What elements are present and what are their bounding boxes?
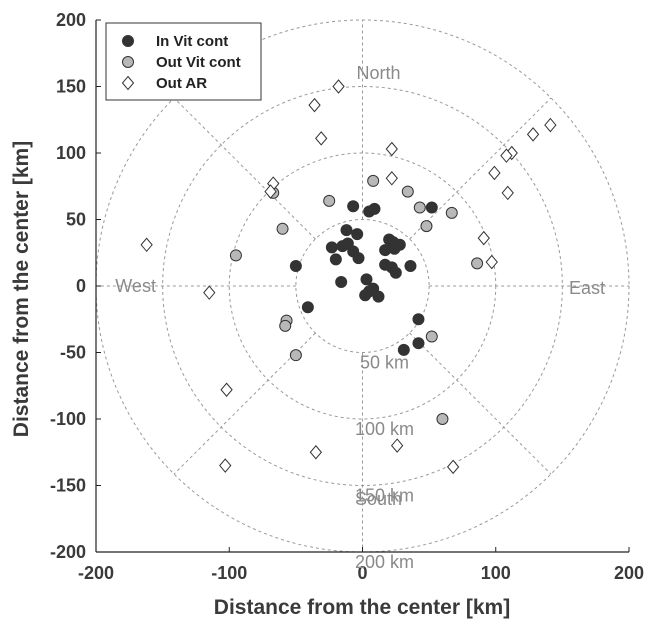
- data-point-circle: [471, 257, 484, 270]
- data-point-circle: [289, 260, 302, 273]
- data-point-circle: [276, 222, 289, 235]
- data-point-diamond: [309, 444, 323, 460]
- data-point-circle: [229, 249, 242, 262]
- axis-ticks: -200 -100 0 100 200 200 150 100 50 0 -50 -100 -150 -2…: [50, 10, 644, 583]
- legend: In Vit cont Out Vit cont Out AR: [105, 22, 262, 101]
- data-point-circle: [372, 290, 385, 303]
- y-tick-label: 50: [66, 210, 86, 230]
- x-axis-label: Distance from the center [km]: [214, 596, 510, 619]
- polar-labels: North East South West 50 km 100 km 150 k…: [115, 63, 605, 572]
- data-point-diamond: [446, 459, 460, 475]
- y-tick-label: -150: [50, 476, 86, 496]
- x-tick-label: 0: [357, 563, 367, 583]
- direction-label-south: South: [355, 489, 402, 509]
- data-point-circle: [425, 201, 438, 214]
- data-point-circle: [425, 330, 438, 343]
- legend-marker-circle: [122, 56, 134, 68]
- data-point-circle: [401, 185, 414, 198]
- y-tick-label: 150: [56, 77, 86, 97]
- data-point-circle: [367, 174, 380, 187]
- data-point-circle: [413, 201, 426, 214]
- series-0: [289, 200, 438, 356]
- data-point-circle: [368, 202, 381, 215]
- data-point-circle: [412, 313, 425, 326]
- y-tick-label: 0: [76, 276, 86, 296]
- data-point-circle: [412, 337, 425, 350]
- legend-label: Out AR: [156, 75, 207, 92]
- direction-label-north: North: [356, 63, 400, 83]
- legend-label: Out Vit cont: [156, 54, 241, 71]
- data-points: [140, 79, 557, 475]
- data-point-circle: [335, 276, 348, 289]
- y-tick-label: -50: [60, 343, 86, 363]
- legend-label: In Vit cont: [156, 33, 228, 50]
- y-tick-label: 200: [56, 10, 86, 30]
- data-point-diamond: [477, 230, 490, 246]
- y-tick-label: -200: [50, 542, 86, 562]
- direction-label-east: East: [569, 278, 605, 298]
- data-point-circle: [347, 200, 360, 213]
- data-point-diamond: [500, 148, 513, 163]
- data-point-diamond: [488, 165, 501, 181]
- data-point-circle: [325, 241, 338, 254]
- data-point-diamond: [332, 79, 345, 94]
- data-point-diamond: [140, 237, 153, 253]
- data-point-diamond: [485, 254, 498, 270]
- legend-marker-circle: [122, 35, 134, 47]
- data-point-circle: [397, 343, 410, 356]
- x-tick-label: 100: [481, 563, 511, 583]
- data-point-diamond: [219, 458, 232, 473]
- data-point-circle: [301, 301, 314, 314]
- data-point-diamond: [308, 97, 321, 113]
- data-point-circle: [289, 349, 302, 362]
- data-point-circle: [445, 206, 458, 219]
- data-point-circle: [389, 266, 402, 279]
- y-axis-label: Distance from the center [km]: [10, 141, 33, 437]
- data-point-circle: [387, 236, 400, 249]
- data-point-circle: [279, 319, 292, 332]
- data-point-diamond: [385, 141, 398, 157]
- data-point-circle: [420, 220, 433, 233]
- data-point-circle: [351, 228, 364, 241]
- data-point-circle: [329, 253, 342, 266]
- ring-label-200km: 200 km: [355, 552, 414, 572]
- data-point-diamond: [544, 117, 557, 133]
- ring-label-50km: 50 km: [360, 353, 409, 373]
- ring-label-100km: 100 km: [355, 419, 414, 439]
- data-point-diamond: [390, 438, 404, 453]
- data-point-diamond: [501, 185, 514, 201]
- y-tick-label: 100: [56, 143, 86, 163]
- data-point-diamond: [526, 127, 540, 142]
- x-tick-label: -100: [211, 563, 247, 583]
- x-tick-label: 200: [614, 563, 644, 583]
- data-point-circle: [404, 260, 417, 273]
- data-point-diamond: [203, 285, 216, 300]
- data-point-diamond: [264, 184, 277, 199]
- ring-label-150km: 150 km: [355, 486, 414, 506]
- direction-label-west: West: [115, 276, 156, 296]
- data-point-circle: [436, 413, 449, 425]
- data-point-circle: [352, 252, 365, 265]
- y-tick-label: -100: [50, 409, 86, 429]
- data-point-diamond: [315, 131, 328, 146]
- data-point-diamond: [385, 170, 398, 186]
- data-point-circle: [340, 224, 353, 237]
- series-2: [140, 79, 557, 475]
- x-tick-label: -200: [78, 563, 114, 583]
- data-point-circle: [360, 273, 373, 286]
- data-point-circle: [323, 194, 336, 207]
- legend-marker-diamond: [121, 75, 135, 91]
- data-point-diamond: [220, 382, 233, 398]
